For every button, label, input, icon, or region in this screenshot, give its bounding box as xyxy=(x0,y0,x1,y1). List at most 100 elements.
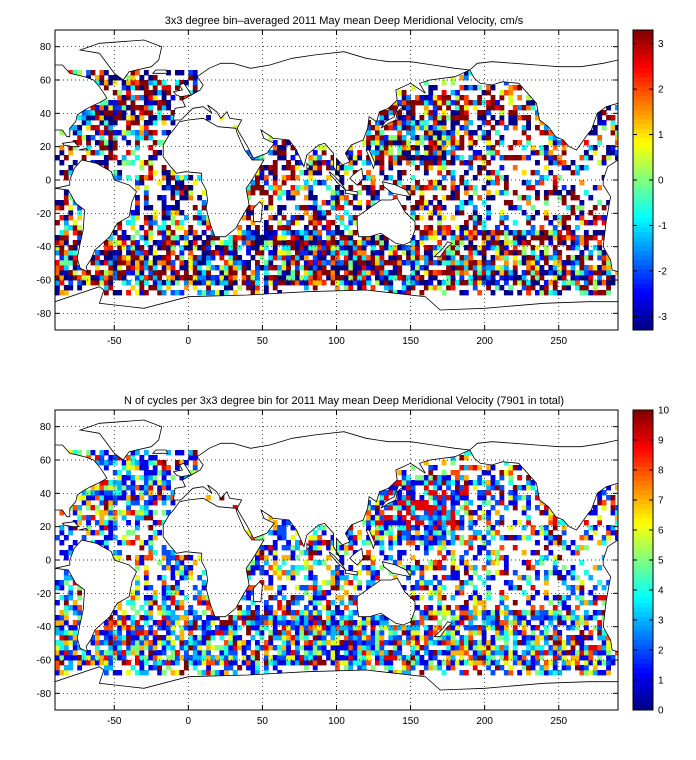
data-cell xyxy=(312,225,318,231)
data-cell xyxy=(112,495,118,501)
data-cell xyxy=(223,240,229,246)
data-cell xyxy=(166,225,171,231)
data-cell xyxy=(539,290,545,296)
data-cell xyxy=(241,265,247,271)
data-cell xyxy=(161,90,167,96)
data-cell xyxy=(126,635,131,641)
data-cell xyxy=(95,640,100,646)
data-cell xyxy=(566,650,571,656)
data-cell xyxy=(90,280,96,286)
data-cell xyxy=(326,200,331,206)
data-cell xyxy=(166,560,171,566)
data-cell xyxy=(72,145,78,151)
data-cell xyxy=(219,280,225,286)
data-cell xyxy=(175,220,180,226)
data-cell xyxy=(432,560,438,566)
data-cell xyxy=(543,610,549,616)
data-cell xyxy=(348,610,354,616)
data-cell xyxy=(268,225,274,231)
data-cell xyxy=(472,105,478,111)
data-cell xyxy=(366,570,371,576)
data-cell xyxy=(490,290,496,296)
data-cell xyxy=(170,185,176,191)
data-cell xyxy=(117,245,123,251)
data-cell xyxy=(277,565,283,571)
data-cell xyxy=(486,510,491,516)
data-cell xyxy=(295,625,300,631)
data-cell xyxy=(557,600,563,606)
data-cell xyxy=(459,585,465,591)
data-cell xyxy=(366,175,371,181)
data-cell xyxy=(357,255,363,261)
data-cell xyxy=(437,495,443,501)
data-cell xyxy=(250,180,256,186)
data-cell xyxy=(179,195,185,201)
data-cell xyxy=(268,575,274,581)
data-cell xyxy=(152,590,158,596)
data-cell xyxy=(419,500,425,506)
data-cell xyxy=(388,655,394,661)
data-cell xyxy=(183,230,189,236)
data-cell xyxy=(206,255,211,261)
data-cell xyxy=(330,600,336,606)
data-cell xyxy=(468,235,474,241)
data-cell xyxy=(535,170,540,176)
data-cell xyxy=(339,180,345,186)
data-cell xyxy=(401,105,407,111)
data-cell xyxy=(223,285,229,291)
data-cell xyxy=(579,670,585,676)
data-cell xyxy=(455,115,460,121)
data-cell xyxy=(486,120,491,126)
data-cell xyxy=(175,240,180,246)
data-cell xyxy=(295,570,300,576)
data-cell xyxy=(490,670,496,676)
data-cell xyxy=(348,255,354,261)
data-cell xyxy=(535,530,540,536)
data-cell xyxy=(388,545,394,551)
data-cell xyxy=(370,150,376,156)
colorbar-segment xyxy=(633,48,653,54)
data-cell xyxy=(263,660,269,666)
data-cell xyxy=(348,650,354,656)
data-cell xyxy=(397,540,403,546)
data-cell xyxy=(299,170,305,176)
data-cell xyxy=(575,550,580,556)
data-cell xyxy=(126,265,131,271)
data-cell xyxy=(486,275,491,281)
data-cell xyxy=(552,230,558,236)
data-cell xyxy=(148,510,154,516)
data-cell xyxy=(188,230,194,236)
data-cell xyxy=(308,540,314,546)
data-cell xyxy=(206,650,211,656)
data-cell xyxy=(72,630,78,636)
data-cell xyxy=(388,270,394,276)
data-cell xyxy=(441,565,447,571)
data-cell xyxy=(410,640,416,646)
data-cell xyxy=(112,535,118,541)
data-cell xyxy=(579,585,585,591)
data-cell xyxy=(437,545,443,551)
data-cell xyxy=(175,175,180,181)
data-cell xyxy=(472,615,478,621)
data-cell xyxy=(259,580,265,586)
data-cell xyxy=(255,285,260,291)
data-cell xyxy=(179,255,185,261)
data-cell xyxy=(277,225,283,231)
data-cell xyxy=(370,520,376,526)
data-cell xyxy=(432,495,438,501)
data-cell xyxy=(383,555,389,561)
y-tick-label: 20 xyxy=(40,142,52,153)
data-cell xyxy=(437,665,443,671)
data-cell xyxy=(228,270,234,276)
data-cell xyxy=(250,655,256,661)
data-cell xyxy=(472,625,478,631)
data-cell xyxy=(535,610,540,616)
data-cell xyxy=(610,660,616,666)
data-cell xyxy=(521,660,527,666)
data-cell xyxy=(103,115,109,121)
data-cell xyxy=(503,620,509,626)
data-cell xyxy=(272,160,278,166)
data-cell xyxy=(477,220,483,226)
data-cell xyxy=(410,645,416,651)
data-cell xyxy=(579,590,585,596)
